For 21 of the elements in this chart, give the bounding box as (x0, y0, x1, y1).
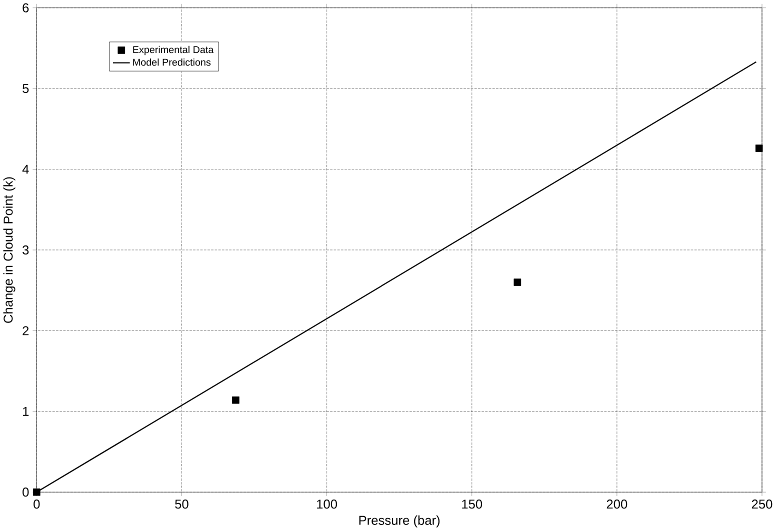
point (755, 144, 763, 152)
point (32, 488, 40, 496)
y-tick-label: 1 (23, 407, 29, 416)
point (232, 396, 240, 404)
x-tick-label: 250 (752, 500, 772, 509)
y-tick-label: 4 (22, 164, 29, 174)
y-tick-label: 0 (22, 488, 29, 497)
x-tick-label: 150 (462, 500, 482, 509)
y-axis-title: Change in Cloud Point (k) (3, 177, 16, 324)
y-tick-label: 5 (22, 84, 29, 94)
y-tick-label: 6 (22, 3, 29, 13)
x-tick-label: 100 (317, 500, 338, 509)
point (514, 278, 522, 286)
x-tick-label: 0 (34, 500, 40, 509)
legend-label: Model Predictions (133, 58, 211, 66)
x-axis-title: Pressure (bar) (359, 516, 440, 528)
y-tick-label: 2 (22, 326, 29, 336)
x-tick-label: 200 (606, 500, 628, 509)
x-tick-label: 50 (175, 500, 188, 509)
y-tick-label: 3 (22, 246, 29, 255)
legend-label: Experimental Data (133, 46, 214, 56)
